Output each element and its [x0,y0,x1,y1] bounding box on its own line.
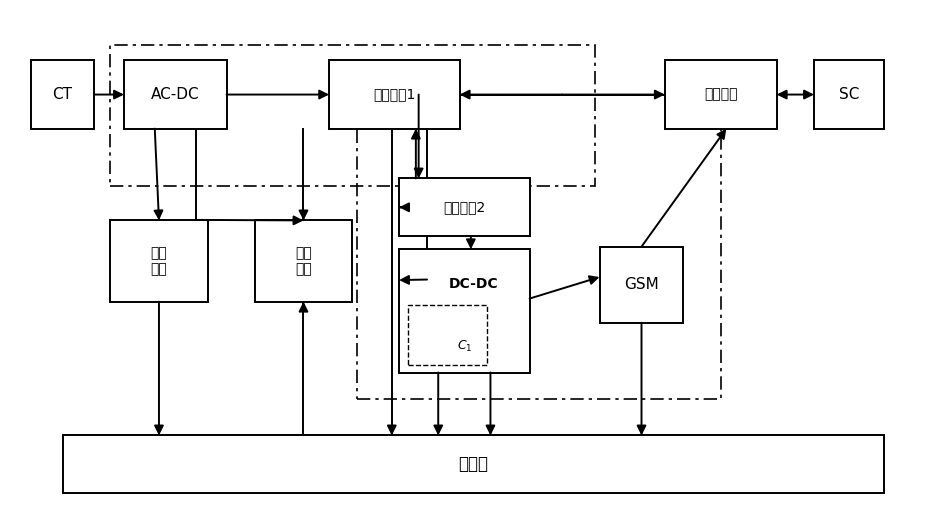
Bar [110,45,595,187]
Text: GSM: GSM [624,277,658,292]
Text: 双向开关: 双向开关 [704,87,737,102]
Text: 控制器: 控制器 [459,455,489,473]
Bar [599,246,684,323]
Bar [357,94,720,399]
Bar [399,249,530,373]
Bar [110,220,208,302]
Text: AC-DC: AC-DC [151,87,200,102]
Bar [124,60,227,129]
Bar [254,220,353,302]
Bar [329,60,460,129]
Text: SC: SC [839,87,859,102]
Bar [399,179,530,236]
Text: 电流
检测: 电流 检测 [151,246,167,276]
Text: 单向开关2: 单向开关2 [444,200,486,214]
Text: 单向开关1: 单向开关1 [373,87,416,102]
Text: 旁路
开关: 旁路 开关 [295,246,311,276]
Bar [64,436,884,493]
Text: $C_1$: $C_1$ [457,339,473,355]
Text: DC-DC: DC-DC [449,277,498,291]
Text: CT: CT [53,87,72,102]
Bar [408,305,487,365]
Bar [665,60,777,129]
Bar [31,60,94,129]
Bar [814,60,884,129]
